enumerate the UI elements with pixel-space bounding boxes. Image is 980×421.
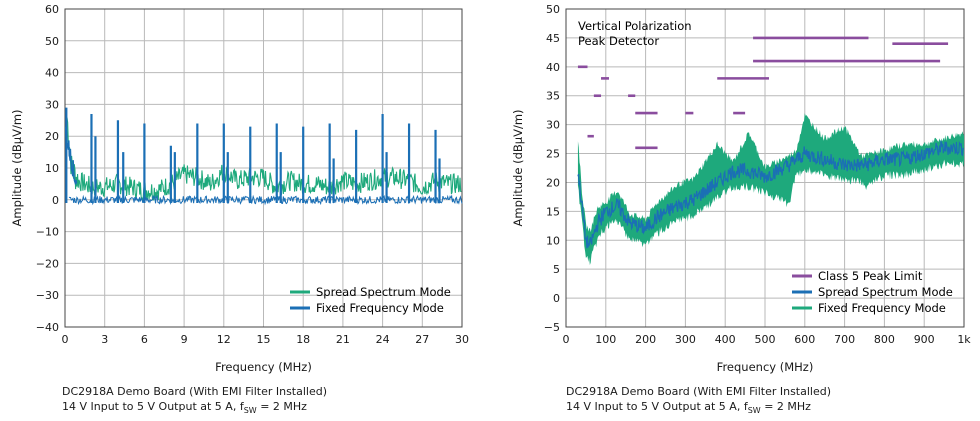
- y-tick-label: 40: [45, 67, 59, 80]
- y-tick-label: 20: [45, 130, 59, 143]
- caption-line-2-tail: = 2 MHz: [760, 400, 811, 413]
- x-tick-label: 6: [141, 333, 148, 346]
- y-tick-label: 60: [45, 3, 59, 16]
- y-tick-label: 45: [546, 32, 560, 45]
- chart-right-caption: DC2918A Demo Board (With EMI Filter Inst…: [566, 384, 831, 418]
- y-tick-label: −5: [544, 321, 560, 334]
- caption-line-2: 14 V Input to 5 V Output at 5 A, fSW = 2…: [62, 399, 327, 418]
- y-tick-label: 25: [546, 148, 560, 161]
- plot-frame: [64, 8, 463, 328]
- x-tick-label: 18: [296, 333, 310, 346]
- y-tick-label: 40: [546, 61, 560, 74]
- y-tick-label: 50: [546, 3, 560, 16]
- x-tick-label: 12: [217, 333, 231, 346]
- x-tick-label: 700: [834, 333, 855, 346]
- y-axis-label: Amplitude (dBµV/m): [10, 109, 24, 226]
- legend-label-spread-spectrum: Spread Spectrum Mode: [316, 285, 451, 299]
- grid-lines: [64, 8, 463, 328]
- y-tick-label: 20: [546, 176, 560, 189]
- x-tick-label: 100: [595, 333, 616, 346]
- y-tick-label: −10: [36, 226, 59, 239]
- x-tick-label: 800: [874, 333, 895, 346]
- x-tick-label: 300: [675, 333, 696, 346]
- caption-subscript: SW: [747, 406, 761, 416]
- plot-frame: [565, 8, 965, 328]
- chart-left-caption: DC2918A Demo Board (With EMI Filter Inst…: [62, 384, 327, 418]
- x-tick-label: 0: [563, 333, 570, 346]
- x-tick-label: 9: [181, 333, 188, 346]
- x-tick-label: 600: [794, 333, 815, 346]
- y-tick-label: 10: [45, 162, 59, 175]
- y-tick-label: 50: [45, 35, 59, 48]
- caption-line-2-text: 14 V Input to 5 V Output at 5 A, f: [566, 400, 748, 413]
- y-tick-label: 35: [546, 90, 560, 103]
- x-tick-label: 1k: [957, 333, 971, 346]
- y-tick-label: −40: [36, 321, 59, 334]
- y-axis-label: Amplitude (dBµV/m): [511, 109, 525, 226]
- y-tick-label: 0: [52, 194, 59, 207]
- legend-label-fixed-frequency: Fixed Frequency Mode: [818, 301, 946, 315]
- annotation-line-2: Peak Detector: [578, 34, 659, 48]
- x-tick-label: 400: [715, 333, 736, 346]
- legend-label-fixed-frequency: Fixed Frequency Mode: [316, 301, 444, 315]
- series-fixed-frequency-line: [68, 194, 463, 206]
- x-tick-label: 21: [336, 333, 350, 346]
- x-axis-label: Frequency (MHz): [215, 360, 312, 374]
- x-tick-label: 15: [257, 333, 271, 346]
- x-tick-label: 3: [101, 333, 108, 346]
- x-tick-label: 27: [415, 333, 429, 346]
- y-tick-label: 5: [553, 263, 560, 276]
- chart-left: 60 50 40 30 20 10 0 −10 −20 −30 −40 0 3 6 9 12 15 18 21 24 2…: [0, 0, 480, 421]
- series-spread-spectrum-line: [577, 139, 965, 249]
- x-tick-label: 30: [455, 333, 469, 346]
- y-tick-label: 30: [45, 98, 59, 111]
- y-tick-label: 15: [546, 205, 560, 218]
- caption-line-2-text: 14 V Input to 5 V Output at 5 A, f: [62, 400, 244, 413]
- x-axis-label: Frequency (MHz): [717, 360, 814, 374]
- x-tick-label: 200: [635, 333, 656, 346]
- x-tick-label: 24: [376, 333, 390, 346]
- fixed-frequency-low-band: [64, 126, 78, 185]
- y-tick-label: 0: [553, 292, 560, 305]
- x-tick-label: 0: [62, 333, 69, 346]
- x-tick-label: 900: [914, 333, 935, 346]
- caption-subscript: SW: [243, 406, 257, 416]
- series-spread-spectrum-line: [66, 117, 462, 202]
- caption-line-1: DC2918A Demo Board (With EMI Filter Inst…: [566, 385, 832, 398]
- y-tick-label: −20: [36, 257, 59, 270]
- chart-left-legend: Spread Spectrum Mode Fixed Frequency Mode: [290, 285, 451, 315]
- y-tick-label: 30: [546, 119, 560, 132]
- legend-label-class5-limit: Class 5 Peak Limit: [818, 269, 923, 283]
- chart-right: 50 45 40 35 30 25 20 15 10 5 0 −5 0 100 200 300 400 500 60…: [500, 0, 980, 421]
- annotation-line-1: Vertical Polarization: [578, 19, 692, 33]
- x-tick-label: 500: [755, 333, 776, 346]
- caption-line-2-tail: = 2 MHz: [256, 400, 307, 413]
- caption-line-2: 14 V Input to 5 V Output at 5 A, fSW = 2…: [566, 399, 831, 418]
- caption-line-1: DC2918A Demo Board (With EMI Filter Inst…: [62, 385, 328, 398]
- chart-right-legend: Class 5 Peak Limit Spread Spectrum Mode Fi…: [792, 269, 953, 315]
- legend-label-spread-spectrum: Spread Spectrum Mode: [818, 285, 953, 299]
- y-tick-label: −30: [36, 289, 59, 302]
- y-tick-label: 10: [546, 234, 560, 247]
- series-fixed-frequency-band: [577, 113, 964, 266]
